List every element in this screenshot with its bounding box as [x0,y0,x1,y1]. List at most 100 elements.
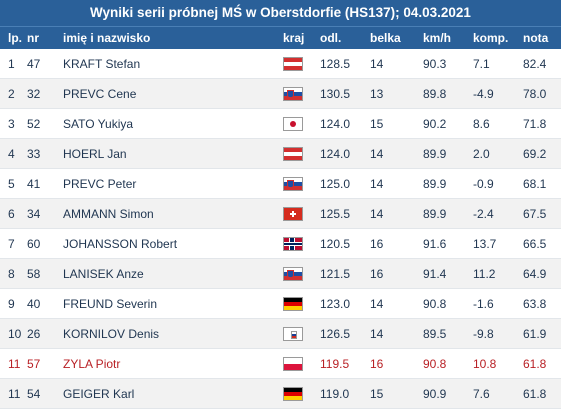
cell-speed: 89.9 [423,198,473,229]
cell-distance: 126.5 [320,318,370,349]
cell-comp: -2.4 [473,198,523,229]
cell-gate: 14 [370,168,423,199]
cell-gate: 14 [370,318,423,349]
cell-name: HOERL Jan [63,138,283,169]
cell-gate: 16 [370,228,423,259]
cell-distance: 119.5 [320,348,370,379]
cell-speed: 91.6 [423,228,473,259]
header-speed: km/h [423,26,473,49]
header-comp: komp. [473,26,523,49]
results-table: lp. nr imię i nazwisko kraj odl. belka k… [0,26,561,409]
header-lp: lp. [0,26,27,49]
cell-nr: 26 [27,318,63,349]
cell-country [283,288,320,319]
cell-score: 61.8 [523,348,561,379]
cell-gate: 14 [370,49,423,79]
slovenia-flag-icon [283,86,303,101]
cell-gate: 16 [370,258,423,289]
cell-lp: 5 [0,168,27,199]
cell-nr: 33 [27,138,63,169]
cell-gate: 14 [370,288,423,319]
cell-gate: 15 [370,108,423,139]
header-distance: odl. [320,26,370,49]
cell-speed: 89.8 [423,78,473,109]
cell-score: 78.0 [523,78,561,109]
table-row: 1 47 KRAFT Stefan 128.5 14 90.3 7.1 82.4 [0,49,561,79]
cell-lp: 9 [0,288,27,319]
cell-nr: 60 [27,228,63,259]
table-row: 6 34 AMMANN Simon 125.5 14 89.9 -2.4 67.5 [0,198,561,229]
header-nr: nr [27,26,63,49]
cell-speed: 90.8 [423,288,473,319]
austria-flag-icon [283,146,303,161]
japan-flag-icon [283,116,303,131]
cell-comp: 2.0 [473,138,523,169]
cell-score: 64.9 [523,258,561,289]
cell-score: 71.8 [523,108,561,139]
cell-speed: 90.3 [423,49,473,79]
cell-country [283,378,320,409]
cell-gate: 14 [370,138,423,169]
cell-name: KRAFT Stefan [63,49,283,79]
cell-name: GEIGER Karl [63,378,283,409]
cell-distance: 130.5 [320,78,370,109]
austria-flag-icon [283,56,303,71]
cell-gate: 16 [370,348,423,379]
cell-country [283,348,320,379]
cell-distance: 123.0 [320,288,370,319]
cell-country [283,258,320,289]
cell-comp: 7.6 [473,378,523,409]
cell-lp: 6 [0,198,27,229]
table-row: 11 54 GEIGER Karl 119.0 15 90.9 7.6 61.8 [0,378,561,409]
cell-nr: 41 [27,168,63,199]
cell-lp: 11 [0,348,27,379]
cell-name: AMMANN Simon [63,198,283,229]
cell-nr: 52 [27,108,63,139]
cell-gate: 14 [370,198,423,229]
cell-name: FREUND Severin [63,288,283,319]
cell-nr: 58 [27,258,63,289]
cell-comp: 8.6 [473,108,523,139]
table-row: 11 57 ZYLA Piotr 119.5 16 90.8 10.8 61.8 [0,348,561,379]
cell-nr: 54 [27,378,63,409]
cell-name: LANISEK Anze [63,258,283,289]
header-row: lp. nr imię i nazwisko kraj odl. belka k… [0,26,561,49]
table-row: 7 60 JOHANSSON Robert 120.5 16 91.6 13.7 66.5 [0,228,561,259]
table-title: Wyniki serii próbnej MŚ w Oberstdorfie (… [0,0,561,26]
cell-speed: 89.9 [423,168,473,199]
norway-flag-icon [283,236,303,251]
table-row: 10 26 KORNILOV Denis 126.5 14 89.5 -9.8 61.9 [0,318,561,349]
table-row: 2 32 PREVC Cene 130.5 13 89.8 -4.9 78.0 [0,78,561,109]
cell-country [283,318,320,349]
cell-country [283,78,320,109]
cell-comp: -0.9 [473,168,523,199]
cell-comp: 7.1 [473,49,523,79]
table-row: 5 41 PREVC Peter 125.0 14 89.9 -0.9 68.1 [0,168,561,199]
cell-lp: 8 [0,258,27,289]
cell-distance: 121.5 [320,258,370,289]
slovenia-flag-icon [283,176,303,191]
cell-country [283,168,320,199]
cell-speed: 90.2 [423,108,473,139]
russia-flag-icon [283,326,303,341]
table-row: 8 58 LANISEK Anze 121.5 16 91.4 11.2 64.9 [0,258,561,289]
cell-lp: 4 [0,138,27,169]
cell-country [283,108,320,139]
cell-name: JOHANSSON Robert [63,228,283,259]
cell-lp: 11 [0,378,27,409]
cell-speed: 89.9 [423,138,473,169]
cell-score: 66.5 [523,228,561,259]
cell-distance: 125.5 [320,198,370,229]
cell-distance: 128.5 [320,49,370,79]
cell-name: KORNILOV Denis [63,318,283,349]
cell-nr: 47 [27,49,63,79]
cell-nr: 32 [27,78,63,109]
cell-score: 68.1 [523,168,561,199]
cell-comp: 13.7 [473,228,523,259]
germany-flag-icon [283,386,303,401]
cell-country [283,228,320,259]
table-row: 9 40 FREUND Severin 123.0 14 90.8 -1.6 63.8 [0,288,561,319]
cell-score: 82.4 [523,49,561,79]
cell-comp: 10.8 [473,348,523,379]
cell-lp: 10 [0,318,27,349]
